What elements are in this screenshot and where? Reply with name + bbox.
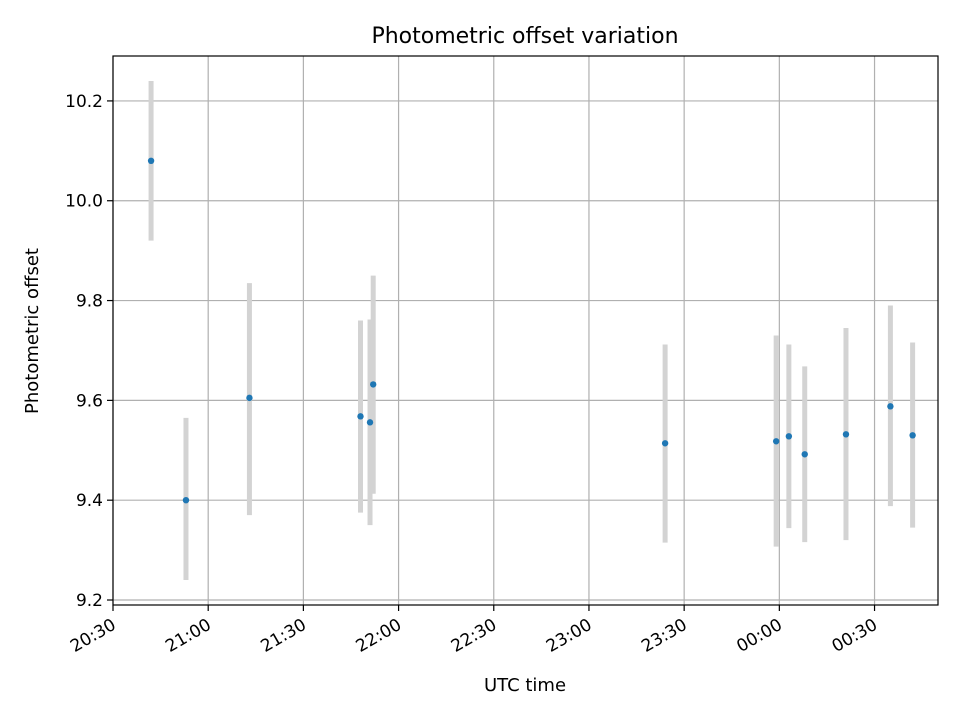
data-point: [887, 403, 894, 410]
y-ticks: 9.2 9.4 9.6 9.8 10.0 10.2: [65, 92, 113, 611]
data-point: [801, 451, 808, 458]
data-point: [772, 438, 780, 445]
data-points: [147, 157, 916, 504]
y-tick-label: 9.6: [76, 391, 103, 411]
data-point: [909, 432, 916, 439]
data-point: [785, 433, 793, 440]
y-tick-label: 9.4: [76, 491, 103, 511]
y-tick-label: 10.2: [65, 92, 103, 112]
data-point: [357, 413, 364, 420]
y-tick-label: 10.0: [65, 192, 103, 212]
data-point: [842, 431, 850, 438]
y-tick-label: 9.2: [76, 591, 103, 611]
x-axis-label: UTC time: [484, 675, 566, 696]
data-point: [246, 394, 253, 402]
y-tick-label: 9.8: [76, 292, 103, 312]
chart-title: Photometric offset variation: [371, 24, 678, 49]
data-point: [147, 157, 155, 165]
plot-frame: [112, 55, 939, 606]
y-axis-label: Photometric offset: [22, 248, 43, 414]
data-point: [366, 419, 374, 426]
data-point: [369, 381, 377, 388]
data-point: [661, 440, 669, 447]
data-point: [182, 496, 190, 504]
